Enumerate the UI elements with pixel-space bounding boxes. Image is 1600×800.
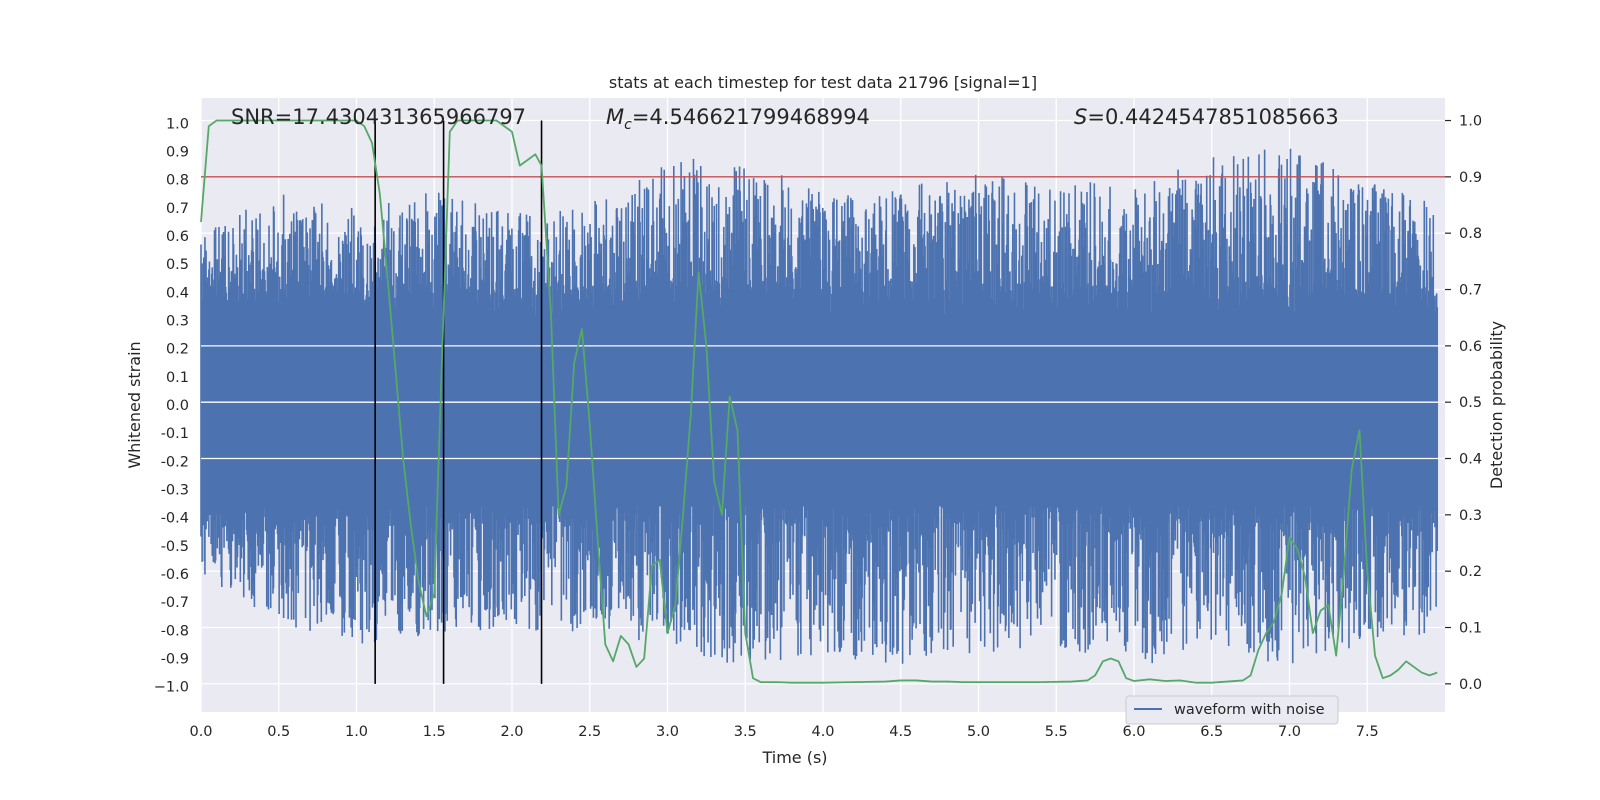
x-tick-label: 6.0: [1122, 724, 1145, 740]
x-tick-label: 4.5: [889, 724, 912, 740]
y-left-tick-label: 0.5: [166, 257, 189, 273]
y-right-tick-label: 0.4: [1459, 452, 1482, 468]
x-tick-label: 5.0: [967, 724, 990, 740]
waveform-core: [201, 343, 1438, 507]
y-left-tick-label: 0.3: [166, 314, 189, 330]
waveform-series: [200, 148, 1445, 664]
probability-line: [200, 119, 1438, 684]
chirp-mass-annotation: Mc=4.546621799468994: [606, 105, 870, 133]
y-left-tick-label: -0.4: [161, 511, 189, 527]
probability-series: [200, 119, 1438, 684]
y-right-tick-label: 0.7: [1459, 283, 1482, 299]
y-right-tick-label: 0.3: [1459, 508, 1482, 524]
y-left-tick-label: 0.2: [166, 342, 189, 358]
x-axis-ticks: 0.0 0.5 1.0 1.5 2.0 2.5 3.0 3.5 4.0 4.5 5.0 5.5 6.0 6…: [189, 724, 1378, 740]
chirp-mass-subscript: c: [624, 117, 632, 133]
y-right-tick-label: 0.1: [1459, 621, 1482, 637]
x-axis-label: Time (s): [761, 748, 827, 767]
y-left-tick-label: -0.6: [161, 567, 189, 583]
snr-annotation: SNR=17.430431365966797: [231, 105, 526, 129]
y-right-tick-label: 0.2: [1459, 564, 1482, 580]
chart-title: stats at each timestep for test data 217…: [609, 73, 1037, 92]
y-left-tick-label: -0.3: [161, 482, 189, 498]
x-tick-label: 0.5: [267, 724, 290, 740]
y-left-tick-label: 0.4: [166, 285, 189, 301]
x-tick-label: 3.0: [656, 724, 679, 740]
x-tick-label: 0.0: [189, 724, 212, 740]
y-right-tick-label: 0.0: [1459, 677, 1482, 693]
spin-annotation: S=0.4424547851085663: [1074, 105, 1339, 129]
y-right-tick-label: 1.0: [1459, 114, 1482, 130]
legend: waveform with noise: [1125, 695, 1339, 725]
y-left-tick-label: 0.1: [166, 370, 189, 386]
y-left-tick-label: -0.8: [161, 623, 189, 639]
spin-symbol: S: [1074, 105, 1087, 129]
y-right-tick-label: 0.5: [1459, 395, 1482, 411]
y-right-tick-label: 0.8: [1459, 226, 1482, 242]
x-tick-label: 4.0: [811, 724, 834, 740]
y-left-tick-label: −1.0: [154, 680, 189, 696]
y-left-tick-label: 0.7: [166, 201, 189, 217]
x-tick-label: 2.0: [500, 724, 523, 740]
chirp-mass-symbol: M: [606, 105, 624, 129]
y-left-axis-ticks: 1.0 0.9 0.8 0.7 0.6 0.5 0.4 0.3 0.2 0.1 0.0 -0.1 -0.…: [154, 116, 189, 695]
x-tick-label: 2.5: [578, 724, 601, 740]
y-left-tick-label: 1.0: [166, 116, 189, 132]
legend-box: [1125, 695, 1339, 725]
x-tick-label: 6.5: [1200, 724, 1223, 740]
y-left-tick-label: 0.6: [166, 229, 189, 245]
y-left-tick-label: 0.8: [166, 173, 189, 189]
x-tick-label: 7.5: [1356, 724, 1379, 740]
legend-label: waveform with noise: [1174, 702, 1325, 718]
vertical-markers: [374, 120, 543, 684]
y-right-axis-ticks: 1.0 0.9 0.8 0.7 0.6 0.5 0.4 0.3 0.2 0.1 0.0: [1445, 114, 1482, 693]
x-tick-label: 1.5: [423, 724, 446, 740]
x-tick-label: 3.5: [734, 724, 757, 740]
spin-value: =0.4424547851085663: [1087, 105, 1338, 129]
y-right-tick-label: 0.9: [1459, 170, 1482, 186]
y-left-tick-label: -0.1: [161, 426, 189, 442]
y-left-tick-label: 0.0: [166, 398, 189, 414]
y-right-tick-label: 0.6: [1459, 339, 1482, 355]
y-left-axis-label: Whitened strain: [125, 341, 144, 468]
y-right-axis-label: Detection probability: [1487, 321, 1506, 489]
y-left-tick-label: -0.7: [161, 595, 189, 611]
chirp-mass-value: =4.546621799468994: [632, 105, 870, 129]
x-tick-label: 1.0: [345, 724, 368, 740]
y-left-tick-label: -0.2: [161, 454, 189, 470]
y-left-tick-label: -0.5: [161, 539, 189, 555]
y-left-tick-label: 0.9: [166, 145, 189, 161]
x-tick-label: 5.5: [1045, 724, 1068, 740]
y-left-tick-label: -0.9: [161, 651, 189, 667]
x-tick-label: 7.0: [1278, 724, 1301, 740]
